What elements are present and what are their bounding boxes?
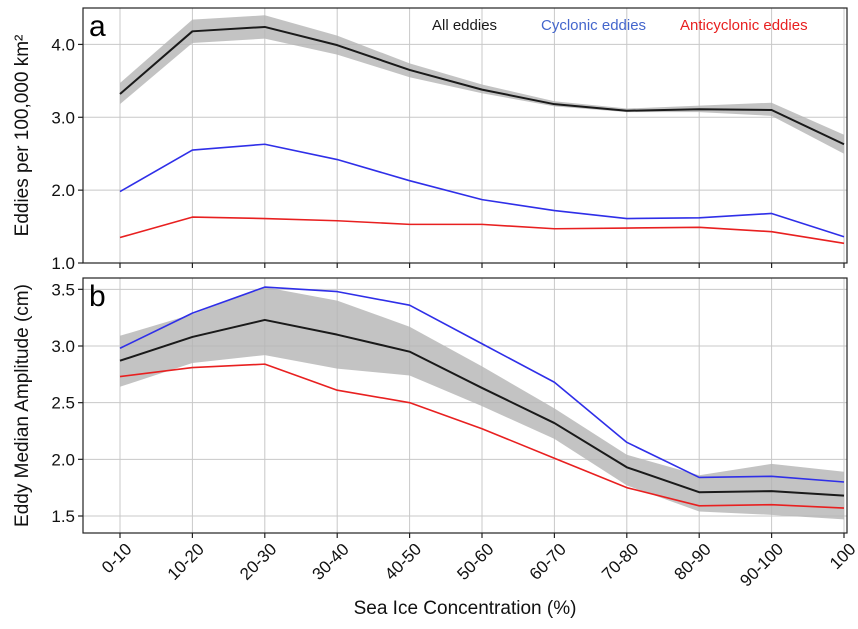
legend-label-cyclonic: Cyclonic eddies [541,17,646,34]
y-axis-title: Eddy Median Amplitude (cm) [12,284,33,527]
panel-a: 1.0 2.0 3.0 4.0 Eddies per 100,000 km² a All e… [12,7,848,273]
series-line-cyclonic [119,286,845,483]
series-line-anticyclonic [119,216,845,245]
x-tick-label: 80-90 [671,540,715,584]
y-tick-label: 1.0 [51,254,75,273]
x-tick-label: 60-70 [526,540,570,584]
y-tick-label: 4.0 [51,35,75,54]
confidence-band [120,15,844,154]
y-tick-label: 3.5 [51,280,75,299]
x-tick-label: 0-10 [98,540,135,577]
series-line-anticyclonic [119,363,845,509]
x-tick-label: 90-100 [736,540,787,591]
series-line-all [119,318,845,497]
x-axis-title: Sea Ice Concentration (%) [354,598,577,619]
y-tick-label: 3.0 [51,108,75,127]
series-line-cyclonic [119,143,845,238]
x-tick-label: 30-40 [309,540,353,584]
panel-b: 1.5 2.0 2.5 3.0 3.5 Eddy Median Amplitude (cm… [12,277,848,538]
y-tick-label: 2.0 [51,450,75,469]
x-tick-label: 50-60 [453,540,497,584]
x-tick-label: 40-50 [381,540,425,584]
y-tick-label: 2.5 [51,394,75,413]
panel-letter: a [89,10,106,43]
plot-frame [82,277,848,534]
panel-letter: b [89,280,106,313]
x-tick-label: 100 [826,540,858,573]
legend-label-all: All eddies [432,17,497,34]
y-tick-label: 1.5 [51,507,75,526]
y-tick-label: 2.0 [51,181,75,200]
y-axis-title: Eddies per 100,000 km² [12,35,33,237]
confidence-band [120,287,844,520]
x-tick-label: 20-30 [236,540,280,584]
series-line-all [119,25,845,146]
legend-label-anticyclonic: Anticyclonic eddies [680,17,808,34]
x-tick-label: 10-20 [164,540,208,584]
x-tick-label: 70-80 [598,540,642,584]
plot-frame [82,7,848,264]
y-tick-label: 3.0 [51,337,75,356]
